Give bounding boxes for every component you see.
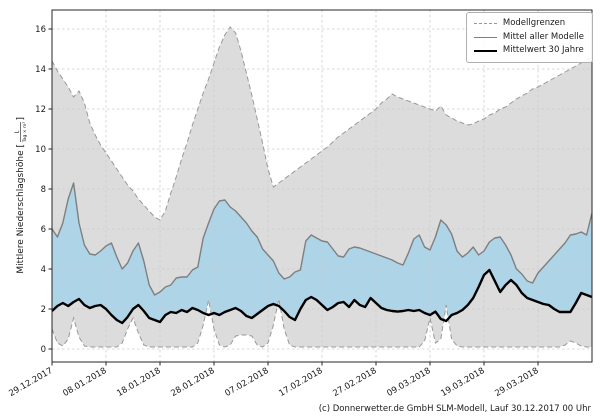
legend-item-mittelwert-30-jahre: Mittelwert 30 Jahre bbox=[473, 44, 584, 58]
x-tick-label: 07.02.2018 bbox=[223, 366, 270, 399]
black-line-icon bbox=[473, 49, 497, 52]
chart-series-layer bbox=[51, 26, 593, 348]
x-tick-label: 08.01.2018 bbox=[61, 366, 108, 399]
model-mean-band bbox=[52, 183, 592, 323]
y-tick-label: 10 bbox=[35, 145, 46, 155]
series-model-mean bbox=[51, 182, 593, 296]
y-tick-label: 2 bbox=[41, 305, 46, 315]
y-axis-label-text: Mittlere Niederschlagshöhe [ bbox=[16, 144, 26, 274]
y-axis-label: Mittlere Niederschlagshöhe [ L Tag × m² … bbox=[15, 117, 29, 274]
y-tick-label: 14 bbox=[35, 65, 46, 75]
copyright-footer: (c) Donnerwetter.de GmbH SLM-Modell, Lau… bbox=[319, 404, 592, 414]
y-axis-label-close-bracket: ] bbox=[16, 117, 26, 121]
x-tick-label: 09.03.2018 bbox=[385, 366, 432, 399]
dashed-line-icon bbox=[473, 23, 497, 25]
y-tick-label: 6 bbox=[41, 225, 46, 235]
y-tick-label: 8 bbox=[41, 185, 46, 195]
y-axis-unit-numerator: L bbox=[15, 130, 21, 134]
legend-label-mittelwert-30-jahre: Mittelwert 30 Jahre bbox=[502, 45, 584, 55]
legend-item-mittel-aller-modelle: Mittel aller Modelle bbox=[473, 31, 584, 45]
series-lower-model-bound bbox=[51, 298, 592, 348]
legend-label-mittel-aller-modelle: Mittel aller Modelle bbox=[502, 31, 584, 42]
y-tick-label: 12 bbox=[35, 105, 46, 115]
gray-line-icon bbox=[473, 36, 497, 38]
legend-label-modellgrenzen: Modellgrenzen bbox=[502, 18, 566, 28]
y-tick-label: 4 bbox=[41, 265, 46, 275]
x-tick-label: 19.03.2018 bbox=[439, 366, 486, 399]
x-tick-label: 29.12.2017 bbox=[7, 366, 54, 399]
y-axis-unit-denominator: Tag × m² bbox=[22, 122, 28, 144]
series-30yr-mean bbox=[51, 268, 593, 325]
x-tick-label: 17.02.2018 bbox=[277, 366, 324, 399]
x-tick-label: 29.03.2018 bbox=[493, 366, 540, 399]
chart-grid-layer bbox=[51, 10, 592, 362]
x-tick-label: 28.01.2018 bbox=[169, 366, 216, 399]
legend-item-modellgrenzen: Modellgrenzen bbox=[473, 17, 584, 31]
x-tick-label: 18.01.2018 bbox=[115, 366, 162, 399]
legend: Modellgrenzen Mittel aller Modelle Mitte… bbox=[465, 12, 593, 63]
series-upper-model-bound bbox=[51, 26, 593, 221]
y-tick-label: 16 bbox=[35, 25, 46, 35]
x-tick-label: 27.02.2018 bbox=[331, 366, 378, 399]
y-tick-label: 0 bbox=[41, 345, 46, 355]
